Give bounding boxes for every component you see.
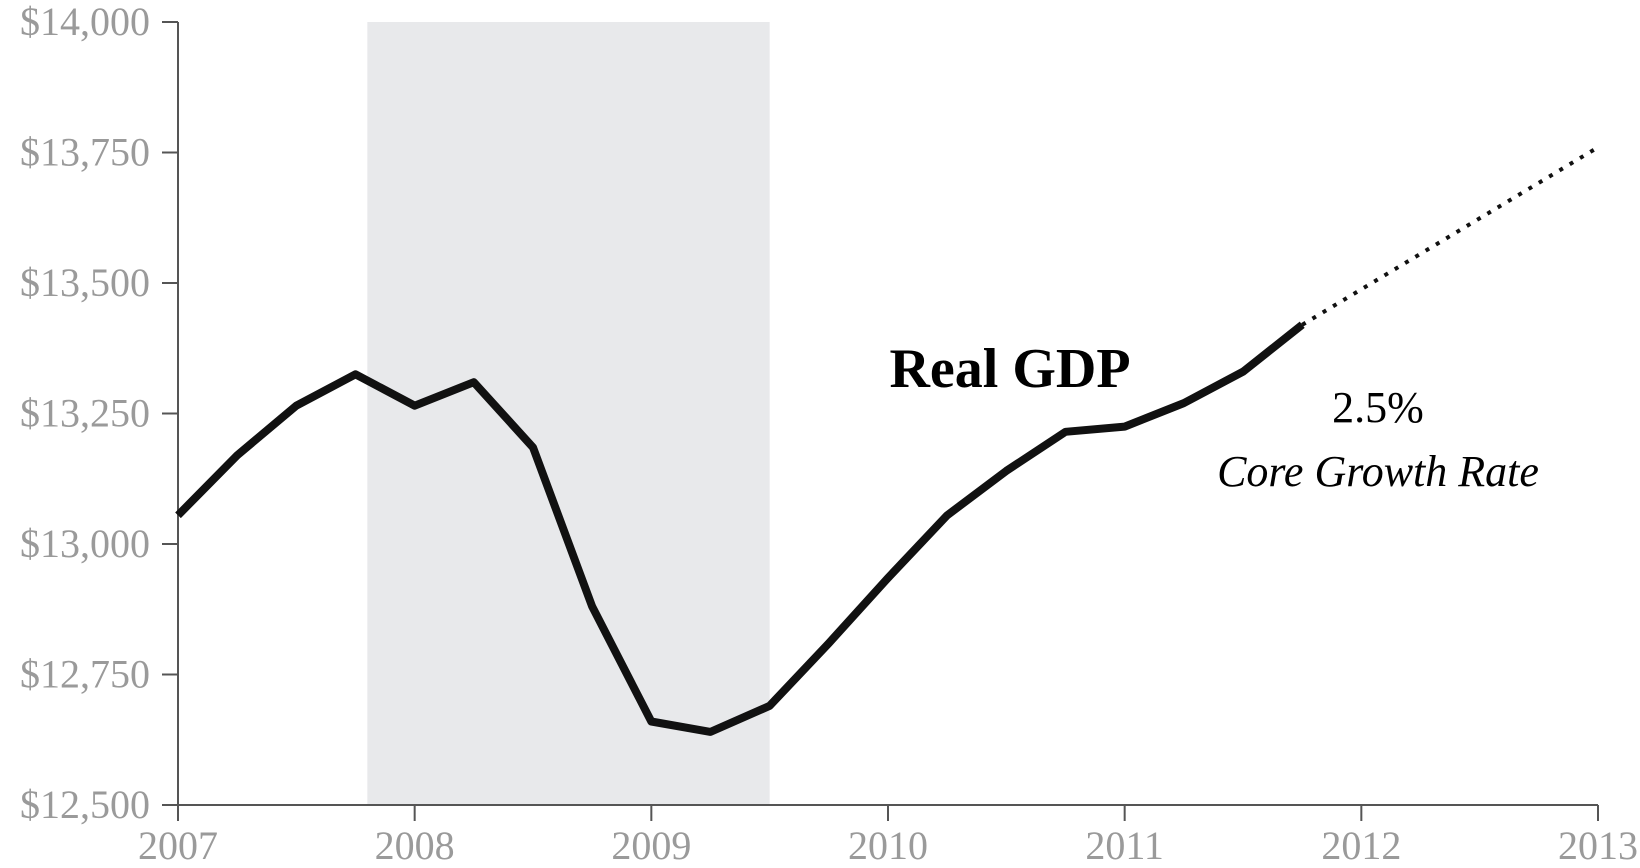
growth-rate-value: 2.5% bbox=[1332, 383, 1424, 432]
real-gdp-label: Real GDP bbox=[889, 338, 1130, 400]
x-tick-label: 2007 bbox=[138, 823, 218, 868]
y-tick-label: $12,750 bbox=[20, 652, 150, 697]
recession-band bbox=[367, 22, 769, 805]
y-tick-label: $12,500 bbox=[20, 782, 150, 827]
y-tick-label: $13,500 bbox=[20, 260, 150, 305]
y-tick-label: $13,000 bbox=[20, 521, 150, 566]
growth-rate-label: Core Growth Rate bbox=[1217, 447, 1539, 496]
y-axis-ticks: $12,500 $12,750 $13,000 $13,250 $13,500 $13,7… bbox=[20, 0, 178, 827]
y-tick-label: $14,000 bbox=[20, 0, 150, 44]
core-growth-projection-line bbox=[1302, 147, 1598, 324]
x-axis-ticks: 2007 2008 2009 2010 2011 2012 2013 bbox=[138, 805, 1638, 868]
x-tick-label: 2008 bbox=[375, 823, 455, 868]
x-tick-label: 2013 bbox=[1558, 823, 1638, 868]
x-tick-label: 2009 bbox=[611, 823, 691, 868]
x-tick-label: 2011 bbox=[1085, 823, 1164, 868]
y-tick-label: $13,250 bbox=[20, 391, 150, 436]
y-tick-label: $13,750 bbox=[20, 130, 150, 175]
x-tick-label: 2012 bbox=[1321, 823, 1401, 868]
x-tick-label: 2010 bbox=[848, 823, 928, 868]
recession-band-layer bbox=[367, 22, 769, 805]
